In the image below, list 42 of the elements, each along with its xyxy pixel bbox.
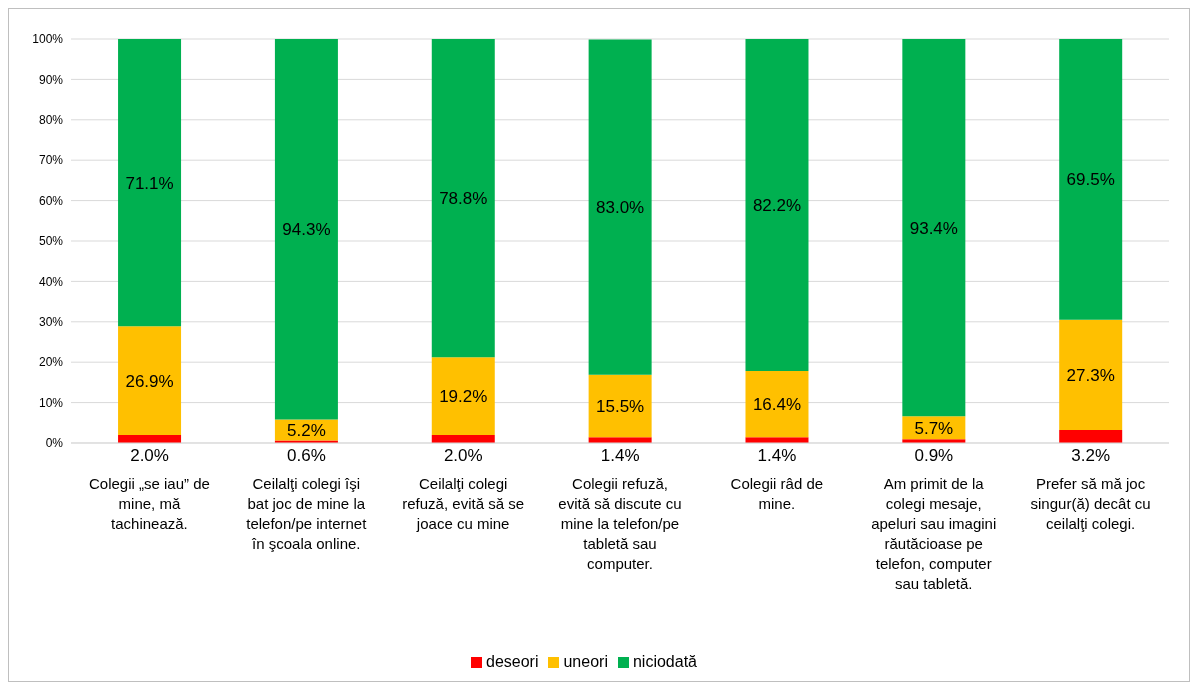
- data-label: 83.0%: [596, 198, 645, 218]
- y-tick-label: 50%: [38, 234, 64, 249]
- x-tick-label: Prefer să mă joc singur(ă) decât cu ceilalţi colegi.: [1030, 475, 1151, 532]
- data-label: 94.3%: [282, 220, 331, 240]
- x-tick-label: Colegii „se iau” de mine, mă tachinează.: [88, 475, 210, 532]
- data-label: 3.2%: [1071, 446, 1111, 465]
- data-label: 0.9%: [914, 446, 954, 465]
- data-label: 2.0%: [443, 446, 483, 465]
- y-tick-label: 0%: [45, 436, 64, 451]
- data-label: 1.4%: [600, 446, 640, 465]
- data-label: 0.6%: [287, 446, 326, 465]
- y-tick-label: 70%: [38, 153, 64, 168]
- data-label: 16.4%: [752, 395, 802, 415]
- y-tick-label: 30%: [38, 315, 64, 330]
- data-label: 15.5%: [596, 397, 645, 417]
- data-label: 5.7%: [914, 418, 954, 438]
- y-tick-label: 100%: [32, 32, 64, 47]
- legend-label: deseori: [485, 653, 539, 670]
- x-tick-label: Colegii râd de mine.: [730, 475, 824, 512]
- data-label: 19.2%: [439, 387, 488, 407]
- y-tick-label: 80%: [38, 113, 64, 128]
- legend-label: niciodată: [632, 653, 697, 670]
- data-label: 93.4%: [909, 218, 958, 238]
- data-label: 82.2%: [752, 196, 802, 216]
- y-tick-label: 60%: [38, 193, 64, 208]
- data-label: 71.1%: [125, 173, 174, 193]
- data-label: 5.2%: [287, 421, 326, 441]
- data-label: 27.3%: [1066, 365, 1115, 385]
- data-label: 26.9%: [125, 371, 174, 391]
- y-tick-label: 90%: [38, 72, 64, 87]
- data-label: 69.5%: [1066, 170, 1115, 190]
- x-tick-label: Am primit de la colegi mesaje, apeluri sau imagini răutăcioase pe telefon, computer sau tabletă.: [871, 475, 997, 592]
- legend-label: uneori: [563, 653, 608, 670]
- data-label: 78.8%: [439, 189, 488, 209]
- y-tick-label: 40%: [38, 274, 64, 289]
- x-tick-label: Ceilalţi colegi refuză, evită să se joace cu mine: [402, 475, 525, 532]
- y-tick-label: 20%: [38, 355, 64, 370]
- x-tick-label: Ceilalţi colegi îşi bat joc de mine la telefon/pe internet în şcoala online.: [246, 475, 368, 552]
- x-tick-label: Colegii refuză, evită să discute cu mine la telefon/pe tabletă sau computer.: [558, 475, 682, 572]
- data-label: 2.0%: [130, 446, 169, 465]
- y-tick-label: 10%: [38, 395, 64, 410]
- data-label: 1.4%: [757, 446, 797, 465]
